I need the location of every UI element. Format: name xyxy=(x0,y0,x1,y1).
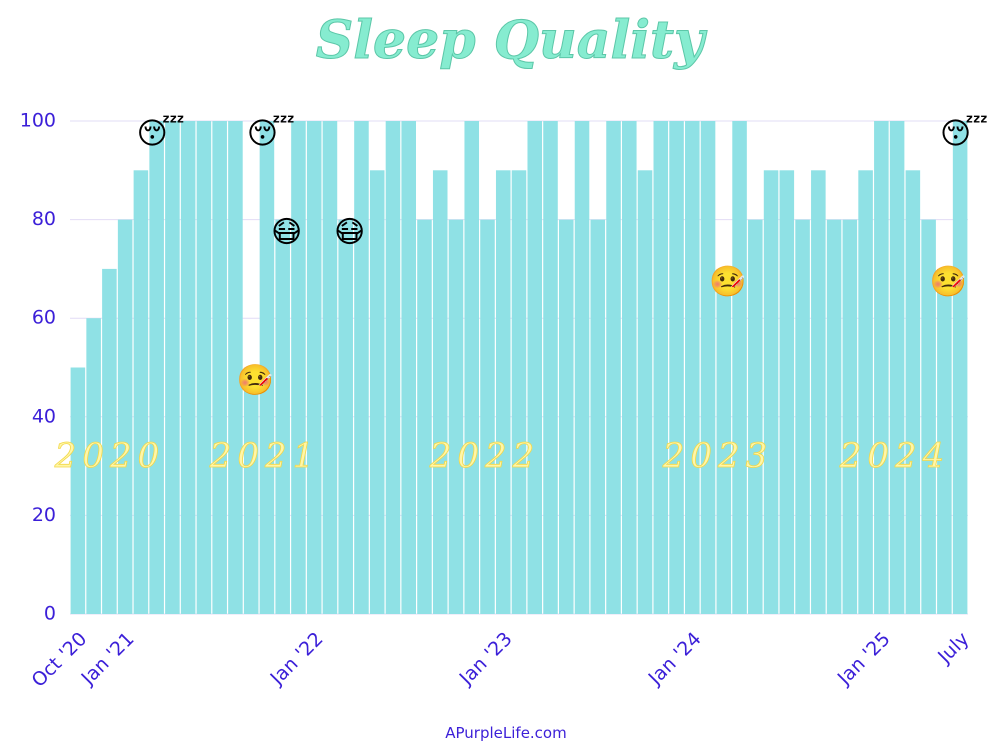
bar xyxy=(763,170,779,615)
bar xyxy=(196,121,212,614)
bar xyxy=(432,170,448,615)
emoji: 😴 xyxy=(247,116,295,152)
chart-title: Sleep Quality xyxy=(316,10,708,71)
bar xyxy=(417,219,432,614)
bar xyxy=(889,121,905,614)
bar xyxy=(669,121,684,614)
bar xyxy=(259,121,275,614)
bar xyxy=(306,121,322,614)
bar xyxy=(574,121,590,614)
x-tick-label: Jan '21 xyxy=(77,628,139,690)
bar xyxy=(748,219,763,614)
bar xyxy=(795,219,810,614)
x-tick-label: Jan '22 xyxy=(266,628,328,690)
x-tick-label: July xyxy=(933,628,973,668)
bar xyxy=(937,268,952,614)
bar xyxy=(952,121,968,614)
bar xyxy=(133,170,149,615)
year-label: 2022 xyxy=(429,436,541,476)
year-label: 2020 xyxy=(54,436,166,476)
y-tick-label: 100 xyxy=(20,110,56,132)
x-tick-label: Oct '20 xyxy=(27,628,91,692)
bar xyxy=(275,219,290,614)
bar xyxy=(590,219,606,614)
bar xyxy=(401,121,416,614)
bar xyxy=(700,121,716,614)
bar xyxy=(779,170,795,615)
emoji: 😴 xyxy=(137,116,185,152)
bar xyxy=(385,121,401,614)
bar xyxy=(464,121,480,614)
bar xyxy=(606,121,621,614)
bar xyxy=(826,219,842,614)
year-label: 2023 xyxy=(662,436,774,476)
bar xyxy=(653,121,669,614)
bar xyxy=(180,121,196,614)
emoji: 🤒 xyxy=(930,264,967,299)
bar xyxy=(117,219,133,614)
bar xyxy=(716,268,732,614)
year-label: 2021 xyxy=(209,436,321,476)
bar xyxy=(322,121,338,614)
bar xyxy=(905,170,921,615)
bar xyxy=(291,121,306,614)
emoji: 🤒 xyxy=(236,363,273,398)
y-tick-label: 80 xyxy=(32,208,56,230)
bar xyxy=(842,219,858,614)
bar xyxy=(228,121,243,614)
bar xyxy=(149,121,164,614)
source: APurpleLife.com xyxy=(445,724,566,742)
x-tick-label: Jan '23 xyxy=(455,628,517,690)
bar xyxy=(511,170,527,615)
y-tick-label: 20 xyxy=(32,504,56,526)
y-tick-label: 60 xyxy=(32,307,56,329)
bar xyxy=(558,219,574,614)
bar xyxy=(685,121,700,614)
bar xyxy=(212,121,227,614)
bar xyxy=(811,170,826,615)
bar xyxy=(874,121,889,614)
bar xyxy=(480,219,495,614)
emoji: 😷 xyxy=(271,215,302,250)
x-tick-label: Jan '25 xyxy=(833,628,895,690)
bar xyxy=(732,121,747,614)
bar xyxy=(543,121,558,614)
bar xyxy=(637,170,653,615)
bar xyxy=(527,121,543,614)
emoji: 🤒 xyxy=(709,264,746,299)
y-tick-label: 40 xyxy=(32,405,56,427)
bar xyxy=(86,318,101,614)
bar xyxy=(448,219,464,614)
emoji: 😷 xyxy=(334,215,365,250)
bar xyxy=(369,170,385,615)
bar xyxy=(102,268,117,614)
x-tick-label: Jan '24 xyxy=(644,628,706,690)
bar xyxy=(622,121,637,614)
bar xyxy=(354,121,369,614)
bar xyxy=(70,367,86,614)
bar xyxy=(921,219,936,614)
bar xyxy=(495,170,511,615)
y-tick-label: 0 xyxy=(44,603,56,625)
year-label: 2024 xyxy=(839,436,951,476)
bar xyxy=(165,121,180,614)
emoji: 😴 xyxy=(940,116,988,152)
bar xyxy=(858,170,873,615)
bar xyxy=(338,219,353,614)
bar xyxy=(243,367,259,614)
